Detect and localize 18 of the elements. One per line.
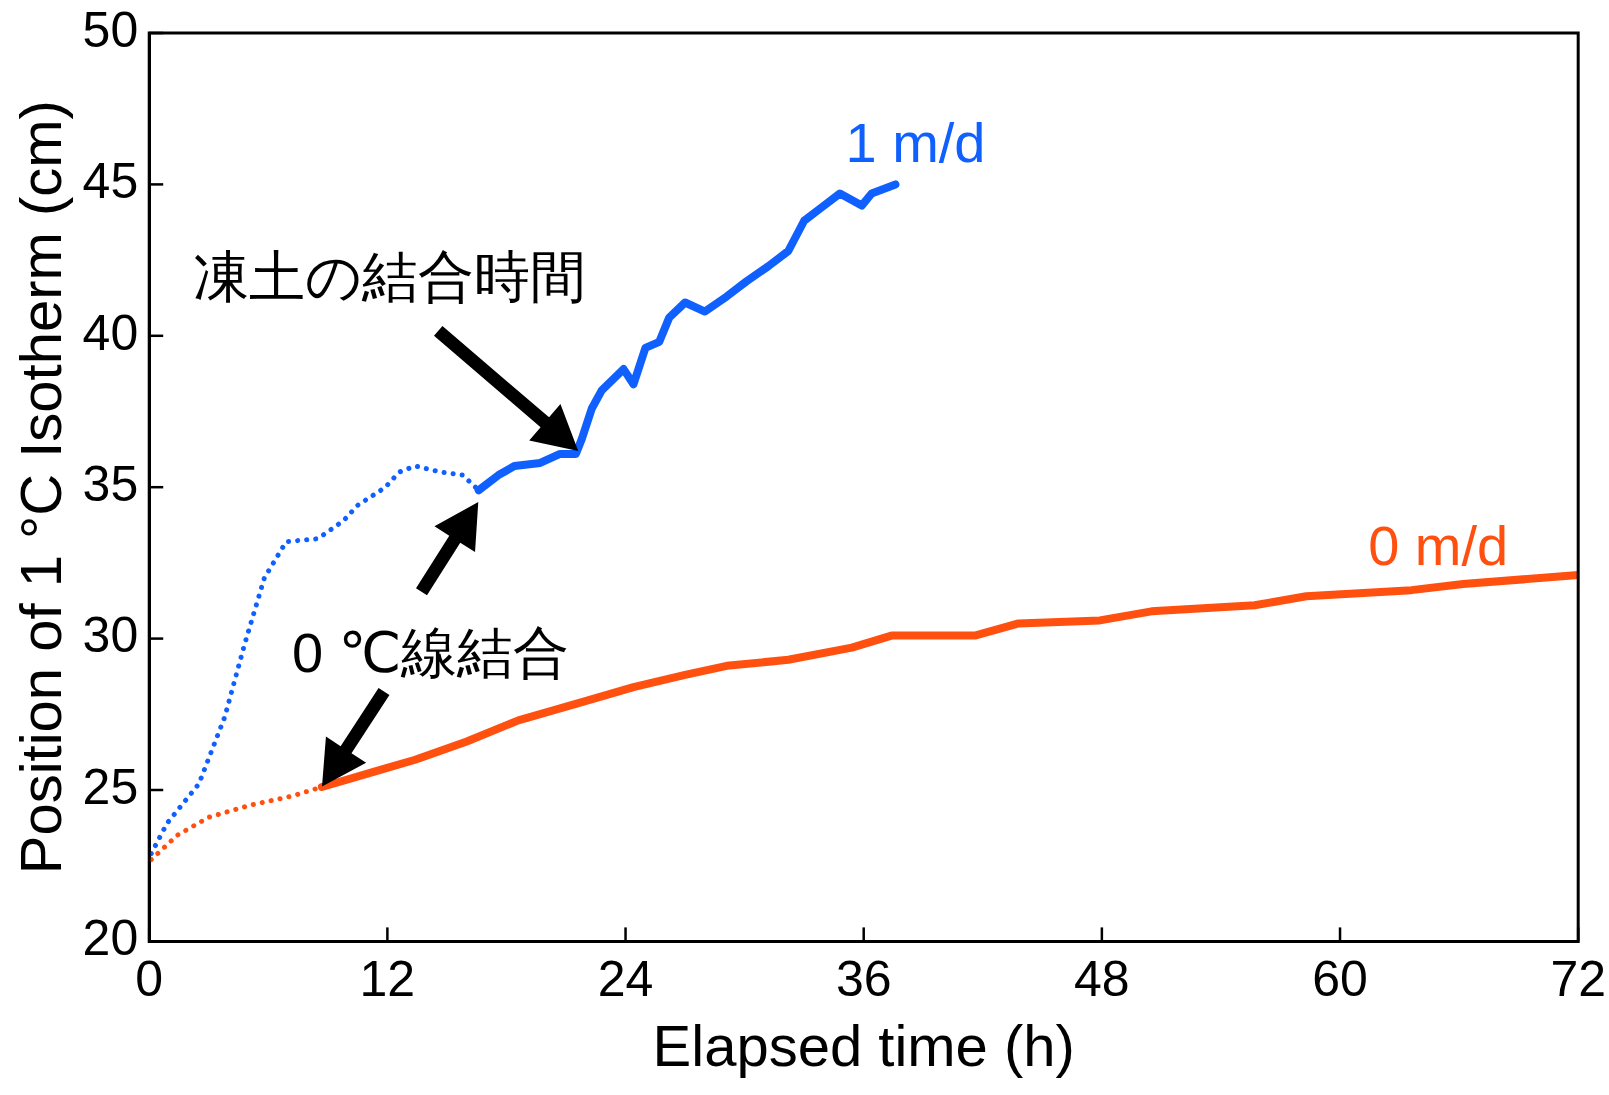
y-tick-label: 45 xyxy=(82,153,139,210)
annotation: 0 ℃線結合 xyxy=(291,620,570,684)
y-tick-label: 35 xyxy=(82,455,139,512)
y-axis-title: Position of 1 °C Isotherm (cm) xyxy=(7,100,73,875)
y-tick-label: 50 xyxy=(82,1,139,58)
y-tick-label: 40 xyxy=(82,304,139,361)
x-tick-label: 12 xyxy=(359,951,416,1008)
x-tick-label: 36 xyxy=(835,951,892,1008)
annotation: 凍土の結合時間 xyxy=(192,244,586,308)
x-tick-label: 24 xyxy=(597,951,654,1008)
series-label: 1 m/d xyxy=(845,111,986,175)
x-tick-label: 60 xyxy=(1312,951,1368,1008)
y-tick-label: 25 xyxy=(82,758,139,815)
x-tick-label: 72 xyxy=(1550,951,1606,1008)
x-axis-title: Elapsed time (h) xyxy=(652,1013,1075,1079)
y-tick-label: 30 xyxy=(82,607,139,664)
series-label: 0 m/d xyxy=(1368,514,1509,578)
x-tick-label: 48 xyxy=(1074,951,1130,1008)
